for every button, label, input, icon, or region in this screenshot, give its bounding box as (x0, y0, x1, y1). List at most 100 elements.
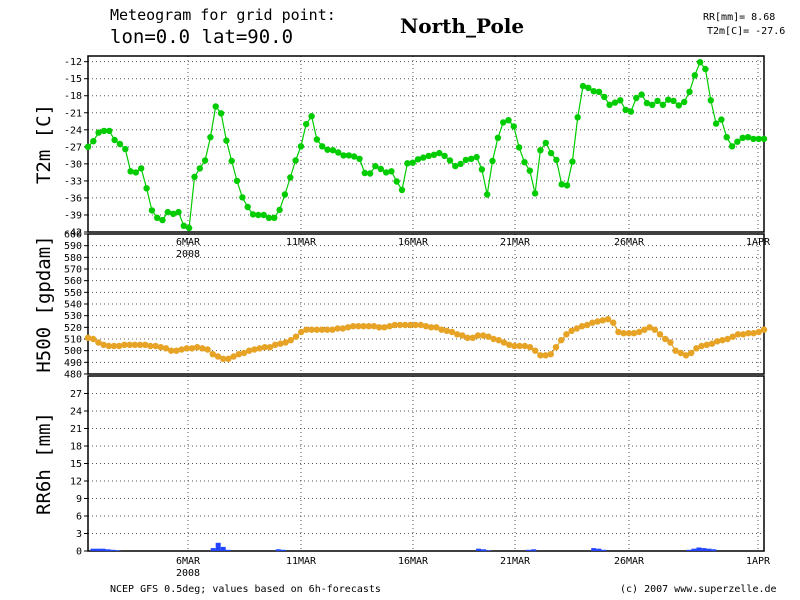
data-point (696, 59, 704, 66)
data-point (157, 344, 164, 351)
data-point (552, 344, 560, 351)
panel-frame (87, 233, 765, 375)
data-point (422, 323, 430, 330)
y-tick-label: -12 (64, 57, 82, 68)
data-point (282, 339, 289, 346)
precip-bar (100, 548, 106, 551)
data-point (610, 319, 617, 326)
y-tick-label: -33 (64, 176, 82, 187)
data-point (196, 165, 203, 172)
data-point (194, 344, 201, 351)
precip-bar (215, 542, 221, 551)
x-tick-label: 1APR (746, 556, 771, 567)
data-point (370, 323, 378, 330)
data-point (542, 139, 549, 147)
data-point (164, 208, 171, 216)
data-point (329, 326, 336, 333)
y-tick-label: 9 (76, 494, 82, 505)
x-tick-label: 21MAR (500, 556, 531, 567)
y-tick-label: 590 (64, 241, 82, 252)
data-point (185, 224, 193, 232)
data-point (340, 152, 347, 159)
data-point (489, 157, 496, 165)
precip-bar (696, 547, 702, 551)
y-tick-label: 570 (64, 265, 82, 276)
data-point (521, 342, 528, 350)
precip-bar (486, 550, 492, 551)
y-tick-label: 540 (64, 300, 82, 311)
precip-bar (481, 549, 487, 552)
precip-bar (596, 548, 602, 551)
data-point (313, 136, 321, 143)
data-point (633, 94, 640, 102)
data-point (484, 191, 491, 198)
data-point (573, 325, 580, 332)
data-point (116, 140, 124, 148)
data-point (500, 119, 507, 126)
data-point (388, 168, 395, 175)
precip-bar (110, 549, 116, 551)
data-point (173, 347, 180, 354)
data-point (225, 355, 232, 362)
data-point (266, 344, 274, 351)
data-point (469, 334, 476, 341)
data-point (324, 146, 331, 153)
data-point (579, 82, 587, 90)
data-point (407, 321, 414, 329)
data-point (594, 318, 601, 325)
data-point (485, 333, 492, 340)
data-point (122, 145, 129, 153)
data-point (462, 156, 470, 164)
data-point (441, 152, 448, 160)
y-tick-label: -36 (64, 193, 82, 204)
data-point (712, 120, 720, 127)
data-point (703, 341, 710, 348)
x-year-label: 2008 (176, 249, 200, 260)
data-point (464, 334, 471, 341)
data-point (468, 155, 475, 162)
data-point (100, 341, 107, 348)
data-point (589, 319, 596, 326)
data-point (142, 341, 149, 348)
data-point (578, 323, 586, 330)
y-tick-label: 21 (70, 424, 82, 435)
data-point (531, 190, 539, 197)
y-tick-label: 27 (70, 389, 82, 400)
data-point (438, 326, 445, 333)
data-point (303, 120, 310, 128)
data-point (425, 152, 432, 160)
data-point (707, 97, 714, 104)
data-point (297, 143, 305, 150)
data-point (563, 331, 570, 338)
data-point (537, 147, 544, 154)
data-point (239, 194, 246, 201)
data-point (180, 222, 187, 229)
data-point (281, 191, 289, 198)
data-point (510, 123, 517, 130)
data-point (230, 353, 237, 360)
data-point (428, 324, 435, 331)
data-point (209, 351, 216, 358)
data-point (159, 216, 166, 224)
precip-bar (526, 549, 532, 551)
data-point (677, 349, 684, 357)
data-point (511, 342, 518, 350)
data-point (308, 326, 315, 333)
data-point (143, 185, 150, 192)
data-point (233, 177, 241, 185)
data-point (308, 113, 315, 120)
data-point (344, 324, 352, 331)
y-tick-label: 550 (64, 288, 82, 299)
data-point (728, 143, 736, 150)
data-point (500, 339, 508, 346)
data-point (175, 208, 182, 216)
data-point (665, 96, 672, 103)
data-point (686, 88, 693, 96)
data-point (84, 143, 92, 150)
data-point (404, 160, 411, 167)
precip-bar (210, 548, 216, 551)
data-point (755, 328, 762, 336)
data-point (760, 326, 768, 333)
data-point (111, 136, 118, 144)
